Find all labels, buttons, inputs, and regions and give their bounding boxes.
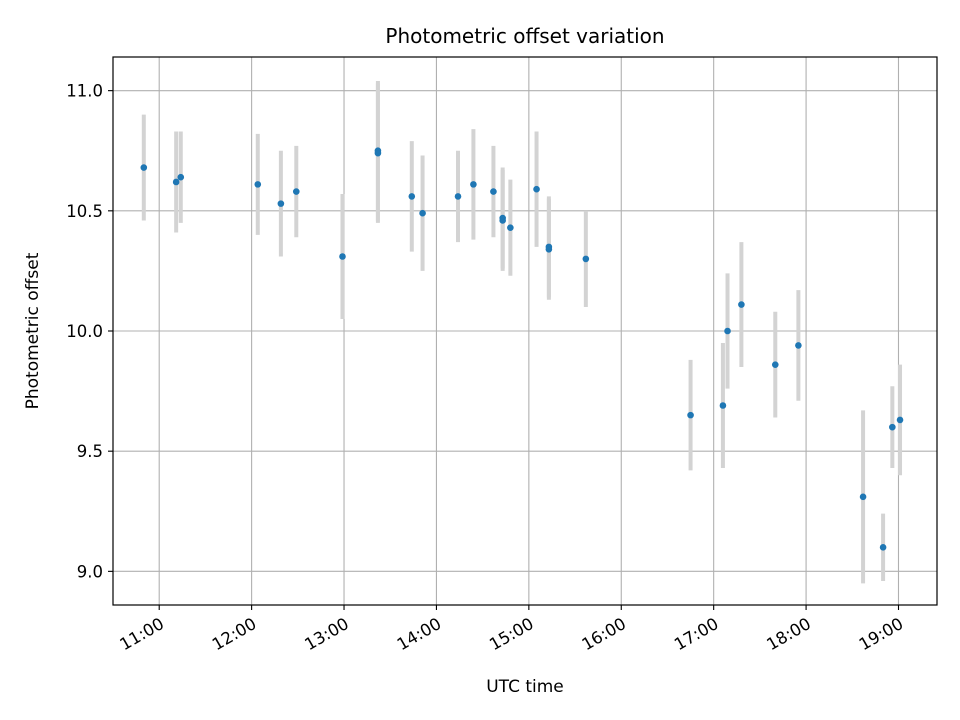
x-tick-label: 16:00 xyxy=(579,614,630,654)
x-tick-label: 12:00 xyxy=(209,614,260,654)
x-tick-label: 18:00 xyxy=(763,614,814,654)
data-point xyxy=(254,181,262,188)
y-tick-label: 9.5 xyxy=(77,442,103,461)
y-axis-title: Photometric offset xyxy=(23,252,43,409)
data-point xyxy=(408,193,416,200)
y-tick-label: 10.0 xyxy=(66,322,103,341)
data-point xyxy=(771,361,779,368)
x-tick-label: 14:00 xyxy=(394,614,445,654)
y-tick-label: 11.0 xyxy=(66,82,103,101)
x-axis-title: UTC time xyxy=(486,677,564,697)
data-point xyxy=(277,200,285,207)
data-point xyxy=(507,224,514,231)
x-axis-ticks: 11:00 12:00 13:00 14:00 15:00 16:00 17:00 18:00… xyxy=(117,605,907,654)
data-point xyxy=(719,402,727,409)
x-tick-label: 11:00 xyxy=(117,614,168,654)
error-bars xyxy=(141,81,903,584)
data-point xyxy=(582,255,590,263)
data-point xyxy=(292,188,300,195)
y-tick-label: 9.0 xyxy=(77,562,103,581)
data-point xyxy=(470,181,477,188)
data-point xyxy=(896,416,904,424)
data-point xyxy=(499,214,506,222)
data-point xyxy=(795,342,802,349)
x-tick-label: 13:00 xyxy=(301,614,352,654)
data-points xyxy=(140,147,904,551)
y-tick-label: 10.5 xyxy=(66,202,103,221)
data-point xyxy=(419,209,426,217)
x-tick-label: 19:00 xyxy=(856,614,907,654)
data-point xyxy=(687,411,694,419)
data-point xyxy=(889,423,896,431)
x-tick-label: 15:00 xyxy=(486,614,537,654)
data-point xyxy=(339,253,346,260)
data-point xyxy=(490,188,497,195)
data-point xyxy=(545,245,553,253)
x-tick-label: 17:00 xyxy=(671,614,722,654)
data-point xyxy=(140,164,148,171)
data-point xyxy=(724,327,731,335)
data-point xyxy=(454,193,462,200)
data-point xyxy=(879,544,887,551)
data-point xyxy=(859,493,867,501)
data-point xyxy=(177,173,185,181)
data-point xyxy=(374,149,382,157)
data-point xyxy=(533,185,540,193)
grid xyxy=(113,57,937,605)
y-axis-ticks: 9.0 9.5 10.0 10.5 11.0 xyxy=(66,82,113,581)
data-point xyxy=(172,178,180,186)
chart-title: Photometric offset variation xyxy=(385,24,664,48)
data-point xyxy=(738,301,745,308)
